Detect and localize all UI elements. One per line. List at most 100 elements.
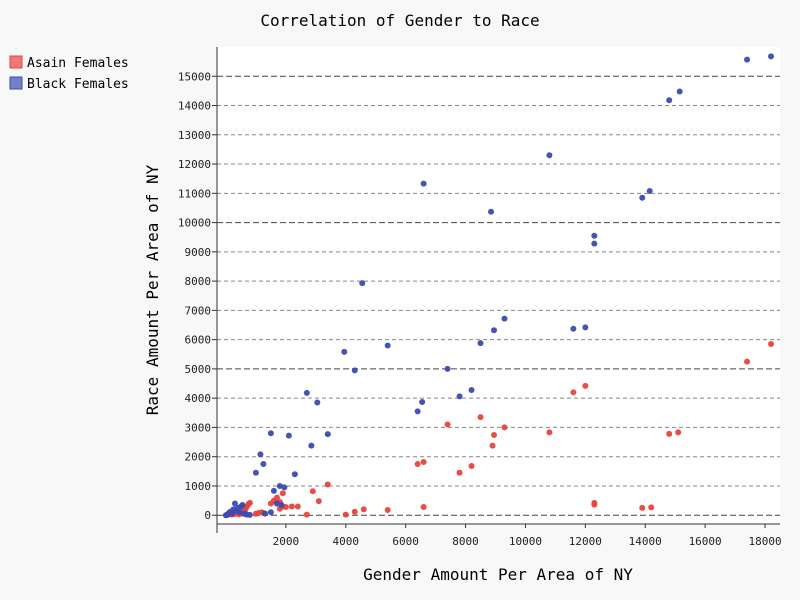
legend-swatch-asian-females[interactable] [9, 55, 23, 69]
point-black-females [291, 471, 298, 478]
point-asian-females [351, 508, 358, 515]
y-axis-title: Race Amount Per Area of NY [143, 164, 162, 415]
point-asian-females [648, 504, 655, 511]
point-black-females [231, 500, 238, 507]
legend-label-asian-females[interactable]: Asain Females [27, 56, 129, 71]
point-black-females [414, 408, 421, 415]
legend: Asain Females Black Females [9, 55, 129, 92]
point-black-females [639, 194, 646, 201]
point-black-females [591, 232, 598, 239]
point-asian-females [309, 488, 316, 495]
point-asian-females [324, 481, 331, 488]
point-black-females [666, 97, 673, 104]
point-asian-females [384, 506, 391, 513]
y-tick-label: 3000 [185, 421, 212, 434]
point-asian-females [420, 458, 427, 465]
point-black-females [591, 240, 598, 247]
point-black-females [419, 398, 426, 405]
point-asian-females [477, 414, 484, 421]
point-asian-females [675, 429, 682, 436]
point-asian-females [744, 358, 751, 365]
point-asian-females [246, 499, 253, 506]
y-tick-label: 6000 [185, 334, 212, 347]
point-black-females [768, 53, 775, 60]
point-asian-females [546, 429, 553, 436]
point-black-females [444, 365, 451, 372]
point-black-females [324, 431, 331, 438]
point-asian-females [360, 506, 367, 513]
point-asian-females [294, 503, 301, 510]
point-asian-females [591, 501, 598, 508]
point-black-females [267, 509, 274, 516]
point-asian-females [414, 461, 421, 468]
y-tick-label: 15000 [178, 70, 211, 83]
y-tick-label: 0 [204, 509, 211, 522]
point-asian-females [279, 490, 286, 497]
point-black-females [239, 501, 246, 508]
legend-swatch-black-females[interactable] [9, 76, 23, 90]
x-tick-label: 4000 [333, 535, 360, 548]
point-black-females [303, 389, 310, 396]
point-asian-females [666, 430, 673, 437]
point-black-females [456, 393, 463, 400]
point-black-females [384, 342, 391, 349]
point-black-females [676, 88, 683, 95]
y-tick-labels: 0 1000 2000 3000 4000 5000 6000 7000 8000 9000 100… [178, 70, 217, 522]
y-tick-label: 8000 [185, 275, 212, 288]
y-tick-label: 10000 [178, 217, 211, 230]
gridlines [217, 75, 780, 516]
x-tick-label: 12000 [569, 535, 602, 548]
legend-label-black-females[interactable]: Black Females [27, 77, 129, 92]
point-asian-females [456, 469, 463, 476]
point-black-females [646, 187, 653, 194]
y-tick-label: 4000 [185, 392, 212, 405]
point-black-females [278, 501, 285, 508]
point-black-females [270, 487, 277, 494]
point-asian-females [273, 494, 280, 501]
point-asian-females [342, 511, 349, 518]
point-asian-females [582, 382, 589, 389]
point-black-females [281, 484, 288, 491]
point-black-females [285, 432, 292, 439]
point-black-females [570, 325, 577, 332]
y-tick-label: 2000 [185, 451, 212, 464]
point-asian-females [501, 424, 508, 431]
point-asian-females [570, 389, 577, 396]
x-tick-label: 14000 [629, 535, 662, 548]
point-black-females [477, 340, 484, 347]
point-black-females [252, 469, 259, 476]
y-tick-label: 12000 [178, 158, 211, 171]
point-black-females [491, 327, 498, 334]
x-tick-label: 8000 [452, 535, 479, 548]
y-tick-label: 11000 [178, 187, 211, 200]
point-black-females [341, 348, 348, 355]
point-asian-females [303, 511, 310, 518]
point-black-females [246, 511, 253, 518]
point-black-females [468, 386, 475, 393]
point-black-females [267, 430, 274, 437]
y-tick-label: 9000 [185, 246, 212, 259]
y-tick-label: 5000 [185, 363, 212, 376]
point-asian-females [288, 503, 295, 510]
point-asian-females [282, 504, 289, 511]
point-asian-females [491, 432, 498, 439]
y-tick-label: 1000 [185, 480, 212, 493]
data-points [222, 53, 775, 519]
point-asian-females [468, 463, 475, 470]
point-asian-females [639, 504, 646, 511]
x-tick-label: 10000 [509, 535, 542, 548]
x-axis-title: Gender Amount Per Area of NY [363, 565, 633, 584]
y-tick-label: 7000 [185, 304, 212, 317]
point-asian-females [444, 421, 451, 428]
x-tick-label: 18000 [748, 535, 781, 548]
x-tick-labels: 2000 4000 6000 8000 10000 12000 14000 16000 1800… [273, 524, 782, 548]
point-asian-females [768, 341, 775, 348]
point-black-females [261, 510, 268, 517]
point-black-females [744, 56, 751, 63]
point-asian-females [420, 504, 427, 511]
point-black-females [308, 442, 315, 449]
point-black-females [257, 451, 264, 458]
point-asian-females [315, 498, 322, 505]
point-black-females [488, 208, 495, 215]
point-black-females [501, 315, 508, 322]
